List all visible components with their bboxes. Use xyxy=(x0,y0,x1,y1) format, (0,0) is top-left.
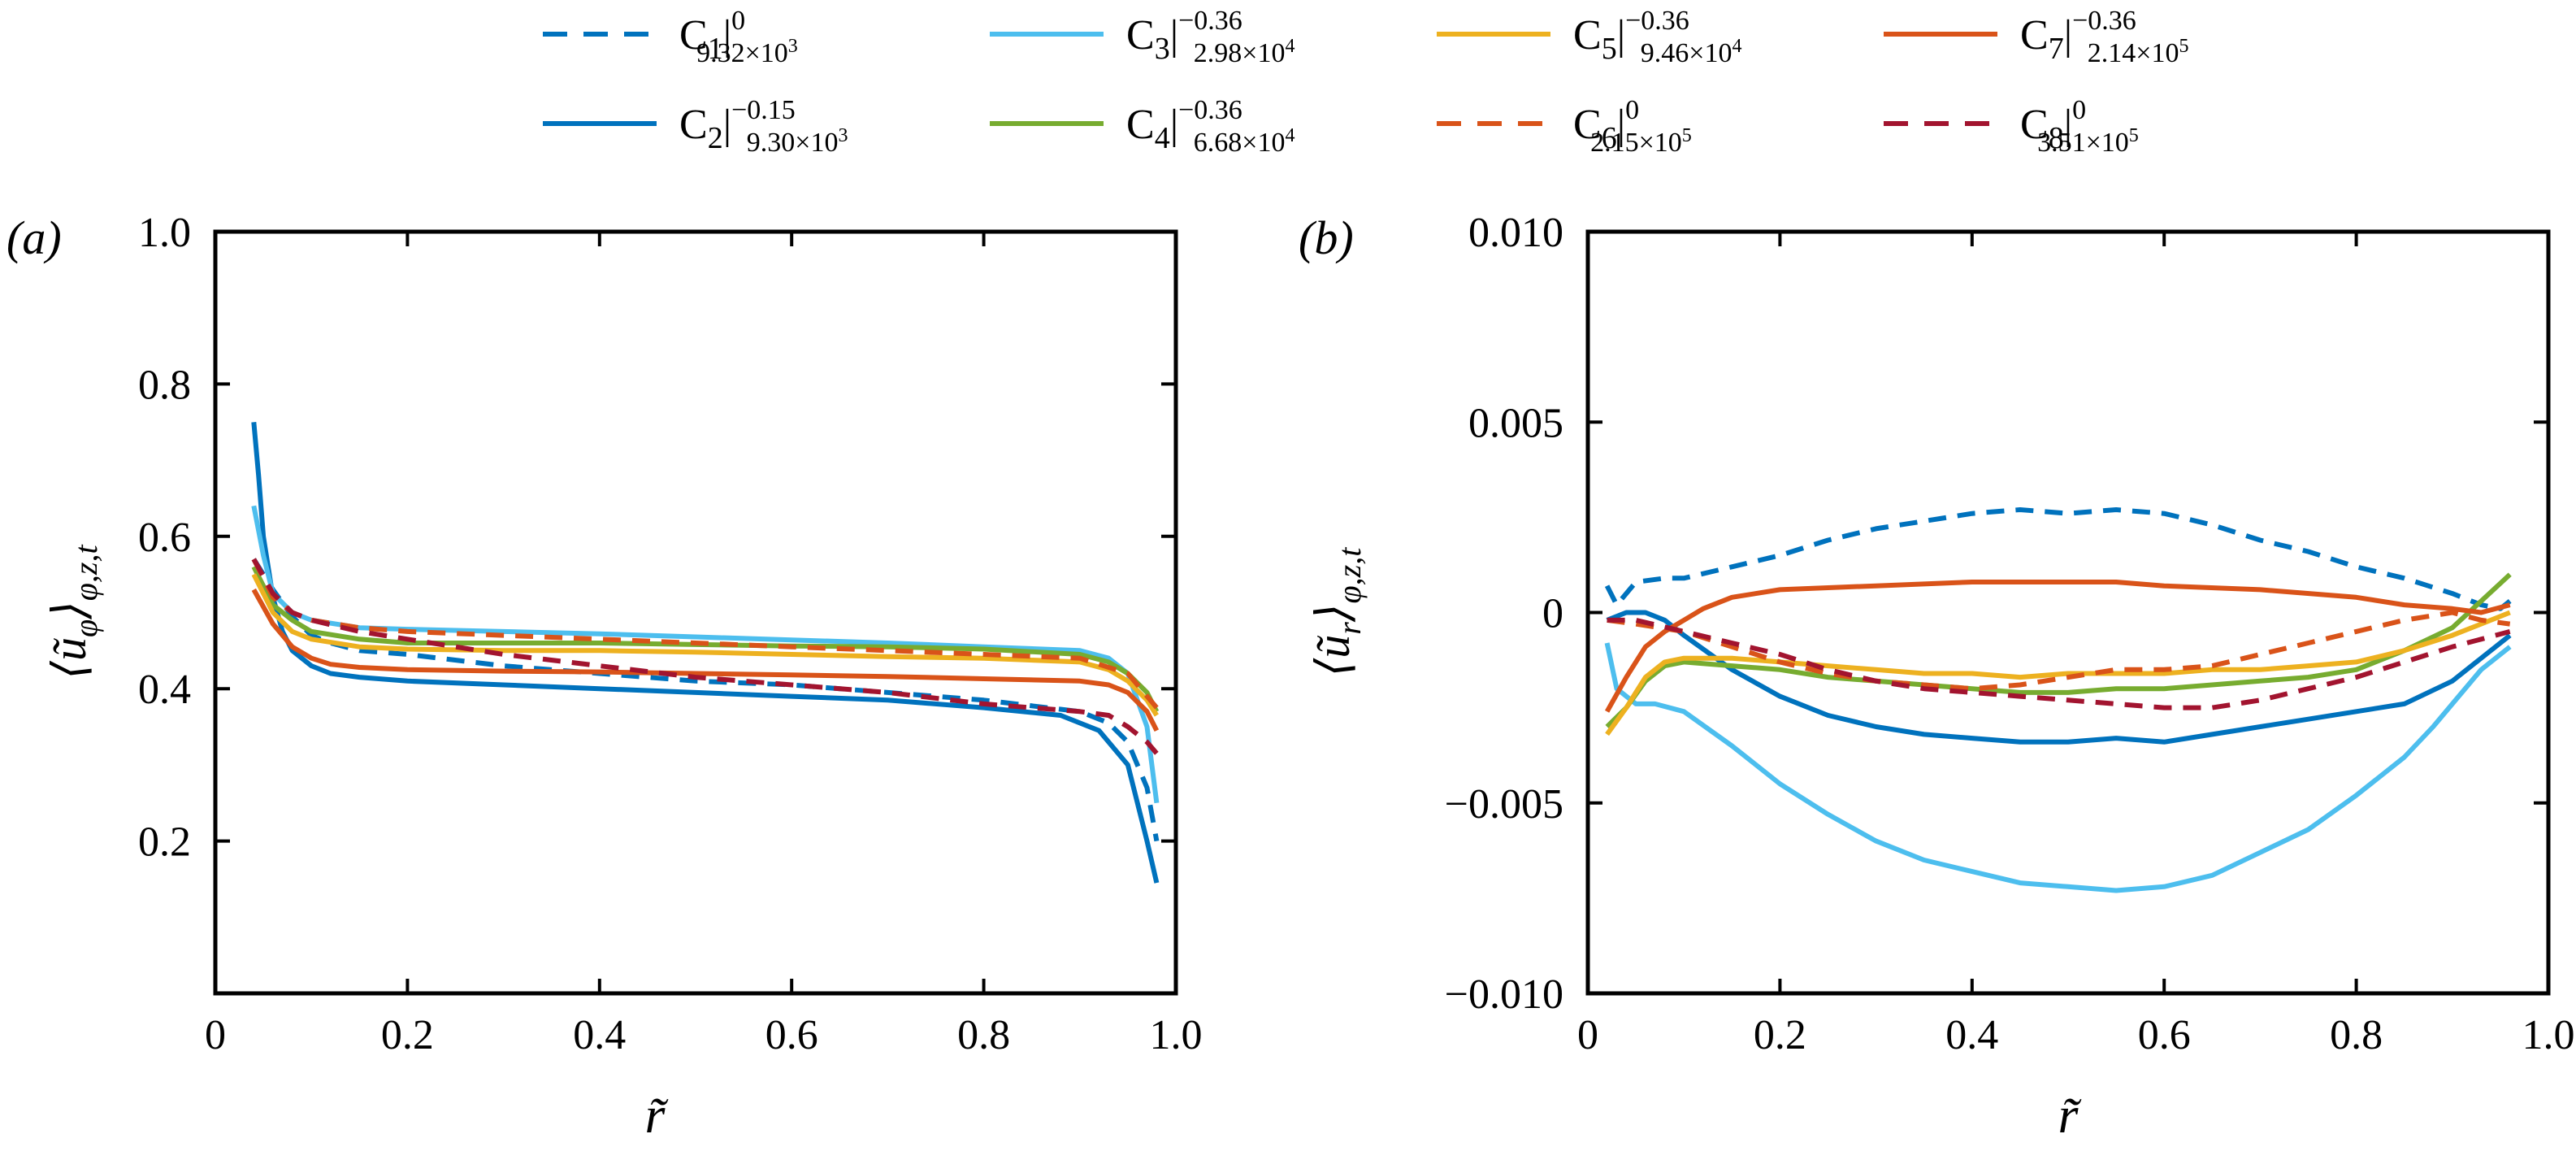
series-c1-line-b xyxy=(1604,507,2512,611)
series-c8-line-b xyxy=(1607,617,2511,710)
legend-label: C8|0 3.51×105 xyxy=(2020,95,2139,158)
series-c6-line-a xyxy=(251,558,1159,710)
panel-a-ytick-label: 0.6 xyxy=(138,515,191,561)
panel-b-xtick-label: 0.2 xyxy=(1754,1012,1806,1058)
panel-b-frame xyxy=(1585,229,2551,996)
legend-entry-c5: C5|−0.36 9.46×104 xyxy=(1437,6,1741,68)
legend-entry-c4: C4|−0.36 6.68×104 xyxy=(990,95,1295,158)
panel-b: (b) 0 0.2 0.4 0.6 0.8 1.0 −0.010 −0.005 0 0.005 0.… xyxy=(1299,210,2575,1144)
panel-a-xtick-label: 0.2 xyxy=(381,1012,434,1058)
panel-b-ytick-label: −0.010 xyxy=(1445,971,1563,1018)
panel-a-ytick-label: 0.8 xyxy=(138,362,191,408)
series-c7-line-a xyxy=(251,588,1160,732)
legend-entry-c7: C7|−0.36 2.14×105 xyxy=(1884,6,2188,68)
panel-b-xtick-label: 0 xyxy=(1577,1012,1598,1058)
panel-b-ytick-label: 0.010 xyxy=(1468,210,1563,256)
panel-b-ylabel-sub: r xyxy=(1331,622,1368,635)
series-c2-line-b xyxy=(1606,610,2512,745)
series-c5-line-a xyxy=(251,573,1159,717)
panel-a-ylabel: ⟨ũφ⟩φ,z,t xyxy=(43,545,104,680)
panel-b-ytick-label: −0.005 xyxy=(1445,781,1563,828)
panel-b-xtick-label: 0.8 xyxy=(2330,1012,2383,1058)
legend-label: C4|−0.36 6.68×104 xyxy=(1126,95,1295,158)
panel-a-label: (a) xyxy=(7,211,62,264)
panel-b-ylabel-main: ⟨ũ xyxy=(1307,635,1360,677)
panel-a-series xyxy=(251,422,1160,884)
panel-a-ytick-label: 0.2 xyxy=(138,819,191,866)
panel-a-xtick-label: 1.0 xyxy=(1150,1012,1203,1058)
panel-b-ylabel: ⟨ũr⟩φ,z,t xyxy=(1307,547,1368,677)
panel-a-ytick-label: 0.4 xyxy=(138,667,191,713)
legend-entry-c2: C2|−0.15 9.30×103 xyxy=(543,95,848,158)
panel-b-ytick-label: 0.005 xyxy=(1468,400,1563,446)
series-c1-line-a xyxy=(251,558,1160,842)
panel-a-xlabel: r̃ xyxy=(645,1086,670,1144)
panel-a-ylabel-sub: φ xyxy=(67,619,104,637)
panel-a-ylabel-tail: φ,z,t xyxy=(67,545,104,602)
legend-entry-c6: C6|0 2.15×105 xyxy=(1437,95,1692,158)
panel-a-ylabel-close: ⟩ xyxy=(43,601,96,620)
legend-label: C7|−0.36 2.14×105 xyxy=(2020,6,2188,68)
panel-b-xtick-label: 0.6 xyxy=(2138,1012,2191,1058)
legend-label: C3|−0.36 2.98×104 xyxy=(1126,6,1295,68)
panel-b-label: (b) xyxy=(1299,211,1354,264)
legend: C1|0 9.32×103 C2|−0.15 9.30×103 C3|−0.36 2.98… xyxy=(543,6,2188,158)
legend-label: C1|0 9.32×103 xyxy=(679,6,798,68)
panel-b-ylabel-close: ⟩ xyxy=(1307,603,1360,623)
panel-b-ytick-label: 0 xyxy=(1542,591,1563,637)
panel-b-series xyxy=(1604,507,2512,893)
series-c4-line-b xyxy=(1605,572,2512,729)
series-c3-line-b xyxy=(1604,642,2512,893)
panel-a-xtick-label: 0.6 xyxy=(765,1012,818,1058)
panel-a-ytick-label: 1.0 xyxy=(138,210,191,256)
legend-label: C2|−0.15 9.30×103 xyxy=(679,95,848,158)
series-c7-line-b xyxy=(1604,580,2511,713)
panel-a-ylabel-main: ⟨ũ xyxy=(43,637,96,680)
panel-a-axes: 0 0.2 0.4 0.6 0.8 1.0 0.2 0.4 0.6 0.8 1.0 xyxy=(138,210,1203,1058)
legend-entry-c1: C1|0 9.32×103 xyxy=(543,6,798,68)
panel-b-axes: 0 0.2 0.4 0.6 0.8 1.0 −0.010 −0.005 0 0.005 0.010 xyxy=(1445,210,2575,1058)
series-c5-line-b xyxy=(1605,610,2511,736)
panel-a-xtick-label: 0 xyxy=(205,1012,226,1058)
legend-label: C6|0 2.15×105 xyxy=(1573,95,1692,158)
panel-b-xtick-label: 0.4 xyxy=(1945,1012,1998,1058)
legend-entry-c3: C3|−0.36 2.98×104 xyxy=(990,6,1295,68)
panel-b-xtick-label: 1.0 xyxy=(2522,1012,2575,1058)
panel-a-xtick-label: 0.4 xyxy=(573,1012,626,1058)
panel-a-frame xyxy=(213,229,1178,996)
series-c8-line-a xyxy=(251,558,1159,755)
panel-a: (a) 0 0.2 0.4 0.6 0.8 1.0 0.2 0.4 0.6 0.8 1.0 ⟨ũφ⟩… xyxy=(7,210,1203,1144)
series-c6-line-b xyxy=(1607,610,2511,692)
legend-label: C5|−0.36 9.46×104 xyxy=(1573,6,1741,68)
panel-b-ylabel-tail: φ,z,t xyxy=(1331,547,1368,604)
legend-entry-c8: C8|0 3.51×105 xyxy=(1884,95,2139,158)
panel-b-xlabel: r̃ xyxy=(2058,1086,2083,1144)
panel-a-xtick-label: 0.8 xyxy=(957,1012,1010,1058)
